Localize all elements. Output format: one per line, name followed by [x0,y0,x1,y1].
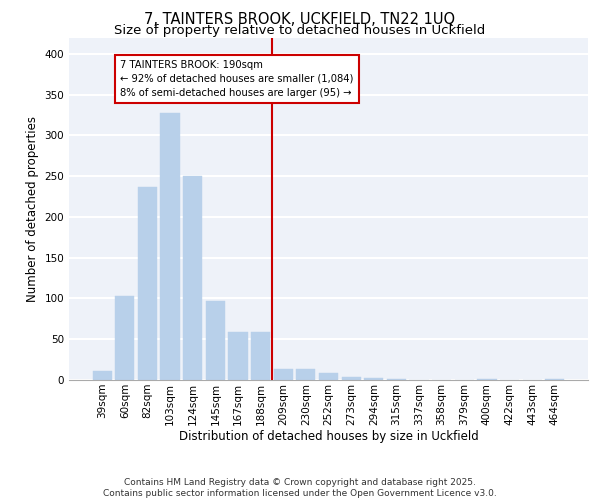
Bar [319,374,338,380]
Bar [477,379,497,380]
Bar [251,332,270,380]
X-axis label: Distribution of detached houses by size in Uckfield: Distribution of detached houses by size … [179,430,478,444]
Bar [274,368,293,380]
Bar [364,378,383,380]
Bar [160,112,180,380]
Bar [183,176,202,380]
Bar [229,332,248,380]
Bar [341,376,361,380]
Text: 7 TAINTERS BROOK: 190sqm
← 92% of detached houses are smaller (1,084)
8% of semi: 7 TAINTERS BROOK: 190sqm ← 92% of detach… [121,60,353,98]
Bar [138,186,157,380]
Text: 7, TAINTERS BROOK, UCKFIELD, TN22 1UQ: 7, TAINTERS BROOK, UCKFIELD, TN22 1UQ [145,12,455,28]
Bar [92,371,112,380]
Y-axis label: Number of detached properties: Number of detached properties [26,116,39,302]
Bar [296,370,316,380]
Bar [545,379,565,380]
Bar [387,379,406,380]
Bar [115,296,134,380]
Text: Contains HM Land Registry data © Crown copyright and database right 2025.
Contai: Contains HM Land Registry data © Crown c… [103,478,497,498]
Bar [206,301,225,380]
Text: Size of property relative to detached houses in Uckfield: Size of property relative to detached ho… [115,24,485,37]
